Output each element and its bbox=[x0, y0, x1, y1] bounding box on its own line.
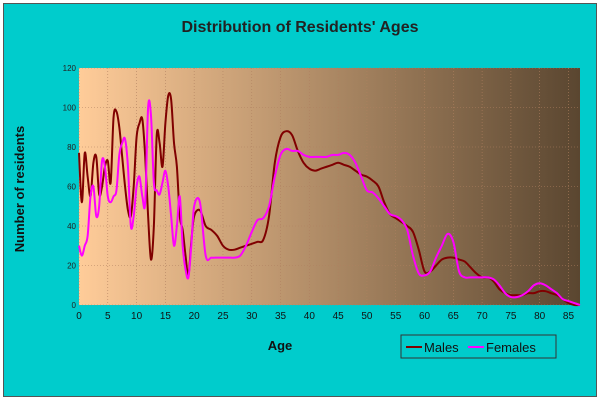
x-tick-label: 60 bbox=[419, 311, 431, 322]
chart-svg: Distribution of Residents' Ages 0 20 40 60 8… bbox=[12, 19, 581, 359]
y-tick-label: 20 bbox=[67, 262, 76, 271]
x-tick-label: 25 bbox=[217, 311, 229, 322]
x-tick-label: 10 bbox=[131, 311, 143, 322]
y-tick-label: 80 bbox=[67, 143, 76, 152]
x-tick-label: 45 bbox=[333, 311, 345, 322]
x-tick-label: 55 bbox=[390, 311, 402, 322]
y-tick-label: 60 bbox=[67, 183, 76, 192]
y-tick-label: 100 bbox=[63, 104, 77, 113]
x-tick-label: 35 bbox=[275, 311, 287, 322]
y-tick-label: 40 bbox=[67, 222, 76, 231]
legend-label-males: Males bbox=[424, 340, 459, 355]
chart-title: Distribution of Residents' Ages bbox=[181, 19, 418, 36]
chart-frame: Distribution of Residents' Ages 0 20 40 60 8… bbox=[3, 3, 597, 397]
x-tick-label: 80 bbox=[534, 311, 546, 322]
x-axis-label: Age bbox=[268, 338, 293, 353]
x-tick-label: 85 bbox=[563, 311, 575, 322]
x-tick-label: 20 bbox=[189, 311, 201, 322]
series-line-females bbox=[78, 99, 581, 306]
gridlines bbox=[78, 67, 580, 306]
x-tick-label: 65 bbox=[448, 311, 460, 322]
y-axis-label: Number of residents bbox=[12, 126, 27, 252]
y-tick-label: 120 bbox=[63, 64, 77, 73]
x-tick-label: 70 bbox=[477, 311, 489, 322]
legend-label-females: Females bbox=[486, 340, 536, 355]
x-tick-label: 30 bbox=[246, 311, 258, 322]
x-tick-label: 0 bbox=[76, 311, 82, 322]
x-tick-label: 50 bbox=[361, 311, 373, 322]
legend: Males Females bbox=[400, 334, 557, 359]
x-tick-labels: 0 5 10 15 20 25 30 35 40 45 50 55 60 65 70 75 80 85 bbox=[76, 311, 574, 322]
series-lines bbox=[78, 92, 581, 307]
x-tick-label: 15 bbox=[160, 311, 172, 322]
y-tick-labels: 0 20 40 60 80 100 120 bbox=[63, 64, 77, 310]
y-tick-label: 0 bbox=[72, 301, 77, 310]
x-tick-label: 75 bbox=[505, 311, 517, 322]
x-tick-label: 40 bbox=[304, 311, 316, 322]
x-tick-label: 5 bbox=[105, 311, 111, 322]
